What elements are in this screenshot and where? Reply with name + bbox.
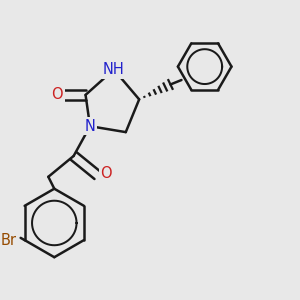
Text: Br: Br — [1, 233, 17, 248]
Text: O: O — [100, 166, 112, 181]
Text: O: O — [52, 87, 63, 102]
Text: NH: NH — [103, 62, 125, 77]
Text: N: N — [85, 119, 95, 134]
